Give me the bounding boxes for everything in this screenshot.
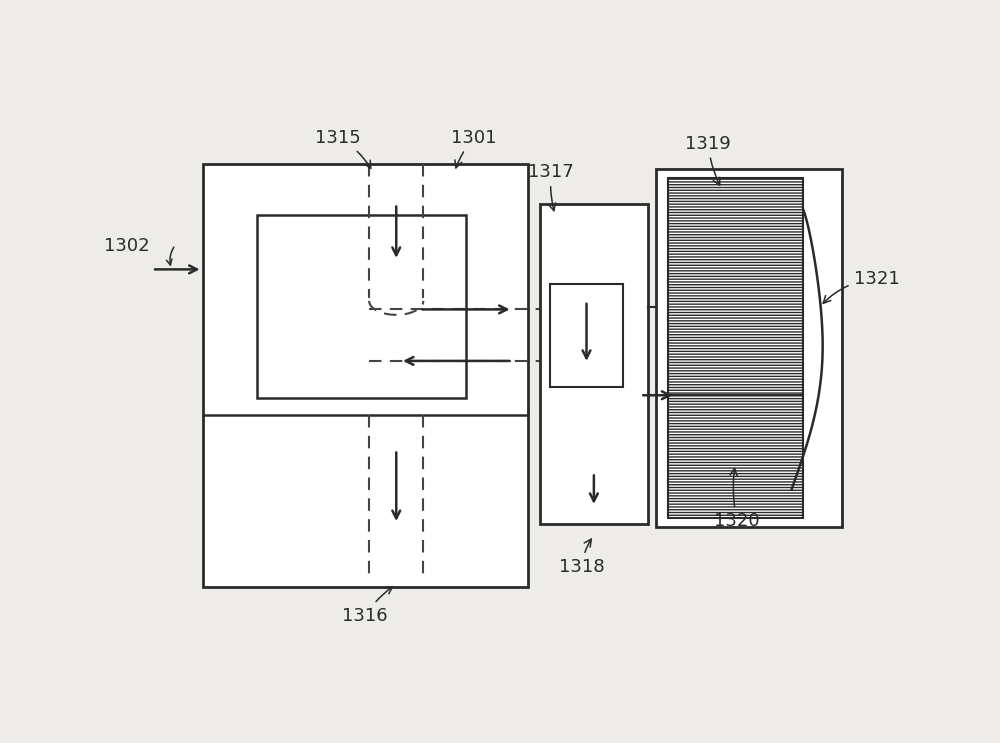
Bar — [202, 163, 528, 587]
Text: 1321: 1321 — [823, 270, 899, 303]
Text: 1319: 1319 — [685, 134, 731, 185]
Text: 1316: 1316 — [342, 587, 393, 625]
Bar — [550, 284, 623, 386]
Text: 1317: 1317 — [528, 163, 574, 211]
Text: 1320: 1320 — [714, 468, 760, 530]
Text: 1302: 1302 — [104, 238, 150, 256]
Bar — [257, 215, 466, 398]
Text: 1318: 1318 — [559, 539, 605, 576]
Bar — [656, 169, 842, 527]
Bar — [668, 178, 803, 519]
Text: 1315: 1315 — [315, 129, 371, 168]
Text: 1301: 1301 — [451, 129, 496, 168]
Bar — [540, 204, 648, 524]
